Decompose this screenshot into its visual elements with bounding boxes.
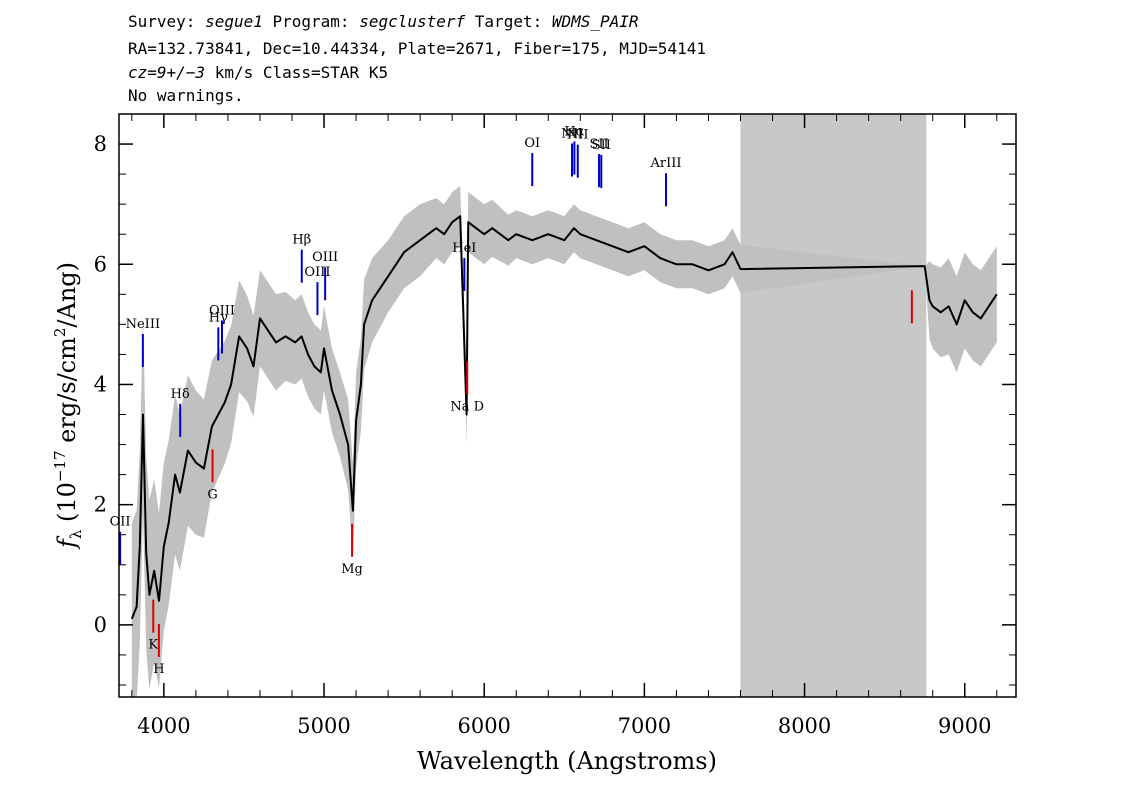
absorption-label: G: [207, 487, 217, 502]
x-tick-label: 6000: [457, 714, 510, 738]
emission-label: OIII: [209, 303, 235, 318]
x-tick-label: 7000: [618, 714, 671, 738]
line-marker: Hβ: [292, 233, 311, 283]
line-marker: OI: [524, 136, 540, 187]
emission-label: Hδ: [171, 387, 190, 402]
line-marker: SII: [592, 138, 611, 188]
plot-frame: [118, 113, 1017, 698]
header-segment: Program:: [263, 12, 359, 31]
emission-label: Hγ: [209, 310, 228, 325]
emission-label: Hβ: [292, 233, 311, 248]
x-axis-title: Wavelength (Angstroms): [417, 747, 717, 775]
line-marker: Mg: [341, 523, 363, 577]
emission-label: ArIII: [650, 156, 682, 171]
x-tick-label: 5000: [297, 714, 350, 738]
header-line-4: No warnings.: [128, 86, 244, 105]
absorption-label: Na D: [450, 400, 484, 415]
y-tick-label: 0: [94, 613, 107, 637]
line-marker: NII: [561, 126, 583, 177]
line-marker: ArIII: [650, 156, 682, 207]
absorption-label: H: [153, 662, 164, 677]
emission-label: OII: [110, 515, 131, 530]
emission-label: HeI: [452, 241, 476, 256]
emission-label: OIII: [312, 250, 338, 265]
header-line-1: Survey: segue1 Program: segclusterf Targ…: [128, 12, 639, 31]
y-tick-label: 2: [94, 493, 107, 517]
header-segment: WDMS_PAIR: [552, 12, 639, 31]
axes: 4000 5000 6000 7000 8000 9000 0 2 4 6 8: [94, 114, 1016, 738]
y-axis-title: fλ (10−17 erg/s/cm2/Ang): [51, 262, 85, 550]
spectrum-data: [130, 186, 998, 697]
emission-label: NII: [561, 126, 583, 141]
line-marker: SII: [589, 137, 609, 188]
emission-label: OI: [524, 136, 540, 151]
line-marker: G: [207, 449, 218, 502]
line-marker: NeIII: [126, 317, 160, 368]
header-line-3: cz=9+/−3 km/s Class=STAR K5: [128, 63, 388, 82]
header-segment: segue1: [205, 12, 263, 31]
line-marker: Hδ: [171, 387, 190, 437]
header-block: Survey: segue1 Program: segclusterf Targ…: [128, 12, 706, 105]
absorption-label: K: [148, 638, 158, 653]
x-tick-label: 4000: [137, 714, 190, 738]
masked-wavelength-band: [740, 114, 927, 697]
line-marker: Hα: [564, 124, 585, 175]
masked-region: [740, 114, 927, 697]
x-tick-label: 8000: [778, 714, 831, 738]
absorption-label: Mg: [341, 562, 363, 577]
header-line-2: RA=132.73841, Dec=10.44334, Plate=2671, …: [128, 39, 706, 58]
emission-label: NII: [567, 128, 589, 143]
line-marker: Hγ: [209, 310, 228, 361]
line-marker: NII: [567, 128, 589, 178]
line-marker: OII: [110, 515, 131, 565]
header-segment: Target:: [465, 12, 552, 31]
header-segment: km/s Class=STAR K5: [205, 63, 388, 82]
header-segment: Survey:: [128, 12, 205, 31]
header-segment: segclusterf: [359, 12, 465, 31]
line-marker: OIII: [304, 265, 331, 316]
line-marker: HeI: [452, 241, 476, 292]
flux-line: [130, 215, 998, 620]
emission-label: OIII: [304, 265, 330, 280]
y-tick-label: 4: [94, 372, 107, 396]
y-tick-label: 6: [94, 252, 107, 276]
emission-label: NeIII: [126, 317, 160, 332]
line-marker: OIII: [209, 303, 235, 354]
line-marker: H: [153, 623, 165, 677]
header-segment: cz=9+/−3: [128, 63, 205, 82]
x-tick-label: 9000: [938, 714, 991, 738]
emission-label: Hα: [564, 124, 584, 139]
line-marker: OIII: [312, 250, 338, 301]
line-marker: K: [148, 599, 158, 653]
line-marker: Na D: [450, 361, 484, 415]
emission-label: SII: [592, 138, 611, 153]
emission-label: SII: [589, 137, 608, 152]
y-tick-label: 8: [94, 132, 107, 156]
line-annotations: OIINeIIIHδHγOIIIHβOIIIOIIIHeIOINIIHαNIIS…: [110, 124, 913, 677]
